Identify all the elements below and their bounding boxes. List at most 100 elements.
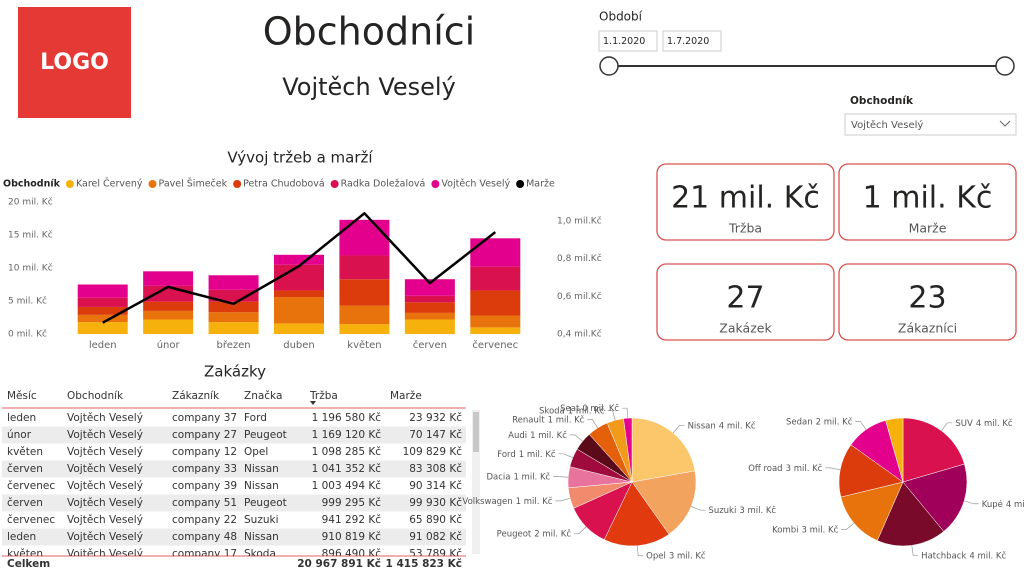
y-tick-label: 20 mil. Kč	[8, 197, 53, 208]
bar-segment	[404, 319, 455, 334]
legend-label: Karel Červený	[76, 178, 143, 190]
legend-marker	[516, 180, 525, 188]
pie-label: Off road 3 mil. Kč	[748, 462, 822, 473]
leader-line	[636, 545, 644, 557]
slider-handle[interactable]	[995, 56, 1015, 76]
y-tick-label: 5 mil. Kč	[8, 296, 47, 307]
table-cell: Vojtěch Veselý	[67, 446, 143, 458]
kpi-value: 27	[726, 281, 764, 316]
bar-segment	[404, 302, 455, 313]
pie-slice	[876, 481, 945, 547]
leader-line	[555, 497, 571, 502]
pie-category: Volkswagen	[462, 496, 512, 506]
slider-handle[interactable]	[599, 56, 619, 76]
kpi-value: 23	[908, 281, 946, 316]
pie-value-label: 2 mil. Kč	[816, 416, 853, 427]
pie-slice	[631, 470, 697, 535]
table-cell: company 27	[172, 429, 237, 441]
kpi-card	[838, 163, 1017, 241]
table-header: Měsíc	[7, 390, 37, 402]
pie-category: Audi	[508, 430, 527, 440]
leader-line	[911, 545, 919, 556]
table-cell: company 37	[172, 412, 237, 424]
bar-segment	[404, 295, 455, 303]
leader-line	[553, 476, 569, 478]
bar-segment	[470, 315, 521, 328]
table-cell: 83 308 Kč	[409, 463, 462, 475]
pie-label: Ford 1 mil. Kč	[497, 448, 556, 459]
leader-line	[672, 424, 685, 434]
y2-tick-label: 1,0 mil.Kč	[557, 215, 602, 226]
pie-label: Nissan 4 mil. Kč	[688, 420, 756, 431]
y-tick-label: 15 mil. Kč	[8, 230, 53, 241]
date-to-box[interactable]	[662, 30, 722, 52]
pie-value-label: 3 mil. Kč	[802, 524, 839, 535]
dropdown-value[interactable]: Vojtěch Veselý	[851, 119, 923, 131]
table-cell: červenec	[7, 480, 55, 492]
subtitle: Vojtěch Veselý	[282, 73, 456, 101]
pie-slice	[885, 417, 904, 483]
table-header: Značka	[244, 390, 282, 402]
pie-label: Skoda 1 mil. Kč	[539, 405, 605, 416]
table-cell: 941 292 Kč	[322, 514, 382, 526]
table-cell: Suzuki	[244, 514, 278, 526]
pie-label: Sedan 2 mil. Kč	[786, 416, 853, 427]
pie-label: Audi 1 mil. Kč	[508, 429, 567, 440]
table-cell: company 12	[172, 446, 237, 458]
dropdown-chevron[interactable]	[999, 120, 1011, 127]
table-cell: leden	[7, 412, 36, 424]
table-cell: 23 932 Kč	[409, 412, 462, 424]
table-cell: Nissan	[244, 463, 279, 475]
bar-segment	[470, 290, 521, 316]
table-cell: Vojtěch Veselý	[67, 480, 143, 492]
table-cell: company 17	[172, 548, 237, 560]
table-cell: červen	[7, 497, 43, 509]
pie-category: Kombi	[772, 525, 798, 535]
dropdown[interactable]	[844, 113, 1017, 136]
bar-segment	[470, 238, 521, 267]
date-from[interactable]: 1.1.2020	[603, 36, 645, 47]
sort-arrow[interactable]	[310, 401, 316, 405]
logo: LOGO	[40, 50, 109, 75]
table-cell: Peugeot	[244, 497, 287, 509]
table-total-margin: 1 415 823 Kč	[386, 558, 462, 570]
pie-value-label: 3 mil. Kč	[739, 505, 776, 516]
table-cell: 1 169 120 Kč	[312, 429, 382, 441]
date-to[interactable]: 1.7.2020	[667, 36, 709, 47]
bar-segment	[274, 297, 324, 324]
salesman-label: Obchodník	[850, 95, 914, 107]
bar-segment	[404, 279, 455, 296]
bar-segment	[77, 314, 128, 323]
pie-value-label: 1 mil. Kč	[548, 414, 585, 425]
bar-segment	[470, 327, 521, 334]
leader-line	[574, 526, 587, 535]
table-cell: únor	[7, 429, 32, 441]
bar-segment	[143, 301, 194, 311]
pie-category: Opel	[646, 551, 666, 561]
table-cell: Opel	[244, 446, 268, 458]
y-tick-label: 0 mil. Kč	[8, 329, 47, 340]
kpi-label: Zákazníci	[898, 321, 957, 336]
pie-slice	[838, 444, 904, 498]
bar-segment	[339, 255, 390, 280]
leader-line	[855, 421, 867, 430]
pie-category: Off road	[748, 463, 782, 473]
legend-marker	[65, 180, 74, 188]
table-title: Zakázky	[204, 363, 266, 381]
pie-value-label: 1 mil. Kč	[568, 405, 605, 416]
leader-line	[964, 500, 979, 505]
table-cell: 1 196 580 Kč	[312, 412, 382, 424]
pie-label: Renault 1 mil. Kč	[512, 414, 585, 425]
pie-value-label: 0 mil. Kč	[582, 403, 619, 414]
table-header: Zákazník	[172, 390, 220, 402]
pie-category: Peugeot	[497, 529, 532, 539]
table-cell: Vojtěch Veselý	[67, 429, 143, 441]
table-cell: Vojtěch Veselý	[67, 497, 143, 509]
scrollbar-thumb[interactable]	[473, 412, 479, 452]
scrollbar-track[interactable]	[472, 410, 480, 554]
pie-value-label: 4 mil. Kč	[969, 550, 1006, 561]
date-from-box[interactable]	[598, 30, 658, 52]
table-cell: 896 490 Kč	[322, 548, 382, 560]
pie-slice	[840, 481, 904, 541]
table-cell: company 39	[172, 480, 237, 492]
